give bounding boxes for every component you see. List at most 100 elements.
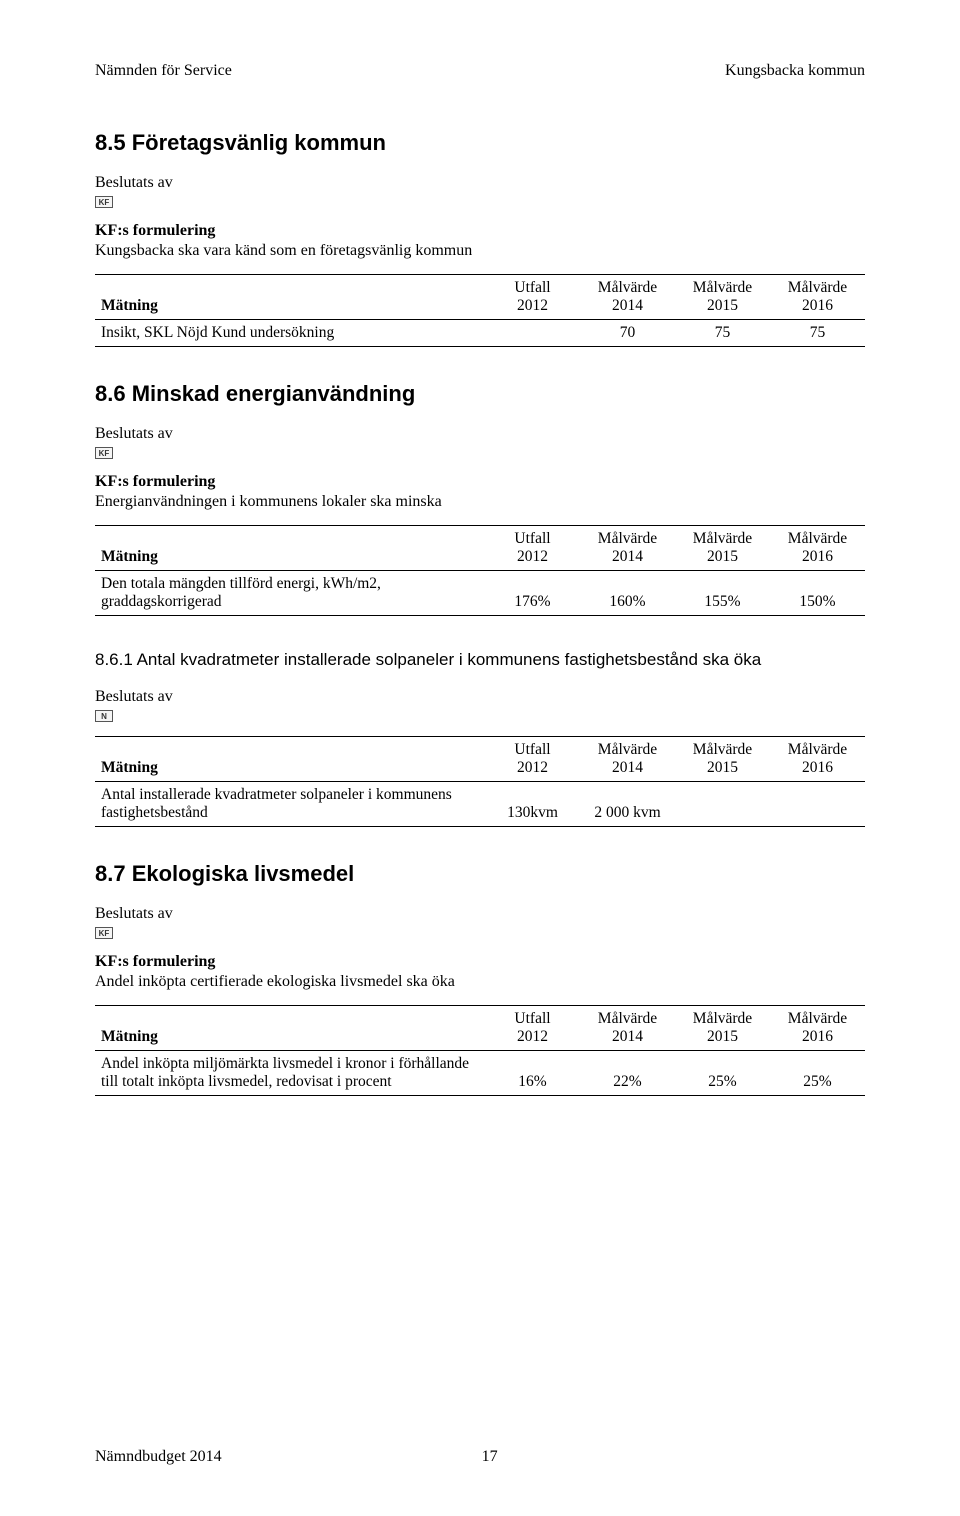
table-head-c1: Utfall2012 bbox=[485, 275, 580, 320]
kf-icon-row: KF bbox=[95, 196, 865, 208]
kf-icon: KF bbox=[95, 927, 113, 939]
th-top: Målvärde bbox=[776, 741, 859, 759]
cell-c2: 22% bbox=[580, 1051, 675, 1096]
kf-icon: KF bbox=[95, 447, 113, 459]
th-bot: 2016 bbox=[776, 1028, 859, 1046]
section-8-6-1: 8.6.1 Antal kvadratmeter installerade so… bbox=[95, 650, 865, 827]
th-top: Målvärde bbox=[776, 1010, 859, 1028]
th-top: Målvärde bbox=[681, 279, 764, 297]
table-head-c2: Målvärde2014 bbox=[580, 275, 675, 320]
beslutats-label: Beslutats av bbox=[95, 174, 865, 192]
th-bot: 2014 bbox=[586, 548, 669, 566]
beslutats-label: Beslutats av bbox=[95, 688, 865, 706]
cell-c2: 2 000 kvm bbox=[580, 782, 675, 827]
th-top: Utfall bbox=[491, 279, 574, 297]
th-top: Målvärde bbox=[586, 530, 669, 548]
table-head-c3: Målvärde2015 bbox=[675, 275, 770, 320]
beslutats-label: Beslutats av bbox=[95, 425, 865, 443]
n-icon-row: N bbox=[95, 710, 865, 722]
th-bot: 2016 bbox=[776, 548, 859, 566]
table-head-c4: Målvärde2016 bbox=[770, 1006, 865, 1051]
cell-c4 bbox=[770, 782, 865, 827]
th-bot: 2012 bbox=[491, 1028, 574, 1046]
cell-c3: 75 bbox=[675, 320, 770, 347]
th-top: Målvärde bbox=[776, 279, 859, 297]
th-top: Målvärde bbox=[586, 1010, 669, 1028]
table-head-c2: Målvärde2014 bbox=[580, 1006, 675, 1051]
th-bot: 2015 bbox=[681, 759, 764, 777]
cell-metric: Andel inköpta miljömärkta livsmedel i kr… bbox=[95, 1051, 485, 1096]
cell-c2: 160% bbox=[580, 571, 675, 616]
footer-page-number: 17 bbox=[482, 1448, 498, 1466]
page-header: Nämnden för Service Kungsbacka kommun bbox=[95, 62, 865, 80]
th-top: Utfall bbox=[491, 530, 574, 548]
th-top: Utfall bbox=[491, 741, 574, 759]
cell-metric: Den totala mängden tillförd energi, kWh/… bbox=[95, 571, 485, 616]
kf-icon-row: KF bbox=[95, 927, 865, 939]
th-top: Målvärde bbox=[681, 741, 764, 759]
cell-c4: 150% bbox=[770, 571, 865, 616]
cell-c1 bbox=[485, 320, 580, 347]
table-head-c3: Målvärde2015 bbox=[675, 526, 770, 571]
th-bot: 2015 bbox=[681, 1028, 764, 1046]
cell-c3 bbox=[675, 782, 770, 827]
th-bot: 2016 bbox=[776, 297, 859, 315]
metrics-table: Mätning Utfall2012 Målvärde2014 Målvärde… bbox=[95, 736, 865, 827]
header-left: Nämnden för Service bbox=[95, 62, 232, 80]
cell-c2: 70 bbox=[580, 320, 675, 347]
section-8-6: 8.6 Minskad energianvändning Beslutats a… bbox=[95, 381, 865, 616]
section-heading: 8.7 Ekologiska livsmedel bbox=[95, 861, 865, 887]
section-heading: 8.6 Minskad energianvändning bbox=[95, 381, 865, 407]
kf-formulering-label: KF:s formulering bbox=[95, 953, 865, 971]
th-top: Utfall bbox=[491, 1010, 574, 1028]
table-row: Andel inköpta miljömärkta livsmedel i kr… bbox=[95, 1051, 865, 1096]
kf-formulering-label: KF:s formulering bbox=[95, 473, 865, 491]
th-bot: 2015 bbox=[681, 548, 764, 566]
table-head-c1: Utfall2012 bbox=[485, 1006, 580, 1051]
table-head-c1: Utfall2012 bbox=[485, 737, 580, 782]
th-top: Målvärde bbox=[776, 530, 859, 548]
page-footer: Nämndbudget 2014 17 bbox=[95, 1448, 865, 1466]
section-8-7: 8.7 Ekologiska livsmedel Beslutats av KF… bbox=[95, 861, 865, 1096]
kf-formulering-text: Andel inköpta certifierade ekologiska li… bbox=[95, 973, 865, 991]
th-bot: 2015 bbox=[681, 297, 764, 315]
th-bot: 2012 bbox=[491, 548, 574, 566]
subsection-heading: 8.6.1 Antal kvadratmeter installerade so… bbox=[95, 650, 865, 670]
n-icon: N bbox=[95, 710, 113, 722]
table-head-metric: Mätning bbox=[95, 1006, 485, 1051]
cell-c3: 25% bbox=[675, 1051, 770, 1096]
cell-c4: 75 bbox=[770, 320, 865, 347]
table-head-c4: Målvärde2016 bbox=[770, 737, 865, 782]
th-bot: 2012 bbox=[491, 297, 574, 315]
metrics-table: Mätning Utfall2012 Målvärde2014 Målvärde… bbox=[95, 274, 865, 347]
table-head-metric: Mätning bbox=[95, 737, 485, 782]
th-top: Målvärde bbox=[586, 741, 669, 759]
cell-metric: Antal installerade kvadratmeter solpanel… bbox=[95, 782, 485, 827]
cell-c1: 16% bbox=[485, 1051, 580, 1096]
table-head-c2: Målvärde2014 bbox=[580, 737, 675, 782]
kf-formulering-label: KF:s formulering bbox=[95, 222, 865, 240]
metrics-table: Mätning Utfall2012 Målvärde2014 Målvärde… bbox=[95, 1005, 865, 1096]
metrics-table: Mätning Utfall2012 Målvärde2014 Målvärde… bbox=[95, 525, 865, 616]
beslutats-label: Beslutats av bbox=[95, 905, 865, 923]
table-head-c3: Målvärde2015 bbox=[675, 737, 770, 782]
th-bot: 2012 bbox=[491, 759, 574, 777]
th-bot: 2016 bbox=[776, 759, 859, 777]
table-head-metric: Mätning bbox=[95, 275, 485, 320]
table-head-c4: Målvärde2016 bbox=[770, 275, 865, 320]
table-row: Den totala mängden tillförd energi, kWh/… bbox=[95, 571, 865, 616]
th-top: Målvärde bbox=[681, 530, 764, 548]
footer-title: Nämndbudget 2014 bbox=[95, 1448, 222, 1466]
table-row: Antal installerade kvadratmeter solpanel… bbox=[95, 782, 865, 827]
th-bot: 2014 bbox=[586, 1028, 669, 1046]
th-bot: 2014 bbox=[586, 759, 669, 777]
table-head-c3: Målvärde2015 bbox=[675, 1006, 770, 1051]
kf-formulering-text: Kungsbacka ska vara känd som en företags… bbox=[95, 242, 865, 260]
table-head-c1: Utfall2012 bbox=[485, 526, 580, 571]
table-head-c4: Målvärde2016 bbox=[770, 526, 865, 571]
th-bot: 2014 bbox=[586, 297, 669, 315]
table-head-metric: Mätning bbox=[95, 526, 485, 571]
kf-icon-row: KF bbox=[95, 447, 865, 459]
cell-c4: 25% bbox=[770, 1051, 865, 1096]
section-8-5: 8.5 Företagsvänlig kommun Beslutats av K… bbox=[95, 130, 865, 347]
